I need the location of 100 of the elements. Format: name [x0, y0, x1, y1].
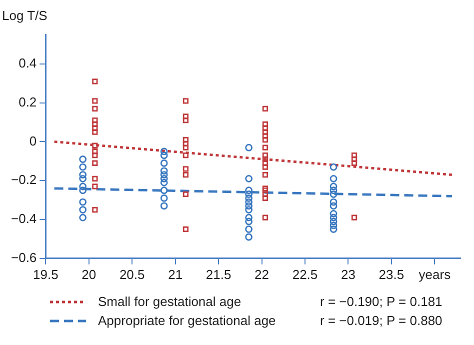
x-tick-label: 20.5	[119, 266, 145, 282]
point	[330, 202, 338, 210]
point	[262, 106, 268, 112]
point	[182, 140, 189, 147]
point	[182, 144, 189, 150]
point	[160, 178, 168, 186]
x-tick-label: years	[418, 266, 452, 282]
point	[92, 148, 98, 154]
x-tick-label: 23	[340, 266, 356, 282]
point	[245, 174, 253, 182]
x-tick-label: 21	[168, 266, 183, 282]
point	[160, 159, 168, 167]
point	[92, 118, 98, 124]
point	[330, 222, 338, 230]
point	[245, 194, 253, 202]
point	[160, 152, 168, 160]
legend-label: Small for gestational age	[98, 294, 242, 309]
text: r = −0.019; P = 0.880	[320, 313, 444, 328]
point	[182, 226, 189, 232]
point	[262, 152, 268, 158]
y-tick-label: −0.2	[10, 172, 37, 188]
point	[160, 174, 168, 182]
point	[262, 214, 268, 220]
point	[79, 214, 87, 222]
point	[351, 160, 358, 166]
point	[182, 118, 189, 124]
y-tick-label: 0.4	[18, 56, 37, 71]
point	[245, 144, 253, 152]
point	[160, 194, 168, 202]
point	[160, 202, 168, 210]
point	[79, 163, 87, 171]
x-tick-label: 20	[82, 266, 96, 282]
point	[245, 198, 253, 206]
legend-label: Appropriate for gestational age	[98, 313, 277, 328]
point	[262, 156, 268, 162]
point	[79, 182, 87, 190]
point	[182, 136, 189, 143]
y-tick-label: 0	[29, 133, 37, 148]
point	[262, 136, 268, 143]
point	[182, 191, 189, 198]
point	[160, 167, 168, 175]
point	[79, 198, 87, 206]
point	[262, 195, 268, 201]
point	[351, 152, 358, 158]
x-tick-label: 22	[254, 266, 270, 282]
point	[79, 206, 87, 214]
point	[92, 106, 98, 112]
point	[330, 226, 338, 233]
x-tick-label: 23.5	[378, 266, 404, 282]
point	[330, 198, 338, 206]
point	[92, 160, 98, 166]
point	[330, 214, 338, 222]
point	[92, 142, 98, 148]
point	[182, 172, 189, 178]
point	[92, 184, 98, 190]
point	[351, 156, 358, 162]
point	[330, 163, 338, 171]
point	[245, 190, 253, 198]
point	[262, 133, 268, 139]
point	[262, 186, 268, 192]
x-tick-label: 21.5	[206, 266, 232, 282]
point	[79, 171, 87, 178]
point	[245, 214, 253, 222]
point	[330, 210, 338, 218]
point	[160, 186, 168, 194]
text: r = −0.190; P = 0.181	[320, 294, 444, 309]
point	[92, 152, 98, 158]
point	[245, 206, 253, 214]
point	[330, 186, 338, 194]
point	[92, 206, 98, 213]
point	[262, 144, 268, 150]
point	[79, 186, 87, 194]
point	[182, 166, 189, 172]
x-tick-label: 19.5	[33, 266, 58, 282]
point	[182, 98, 189, 104]
point	[245, 218, 253, 226]
y-axis-title: Log T/S	[2, 8, 48, 24]
point	[245, 202, 253, 210]
point	[92, 78, 98, 84]
point	[262, 172, 268, 178]
y-tick-label: −0.6	[10, 250, 37, 265]
point	[262, 191, 268, 198]
point	[160, 148, 168, 156]
point	[92, 129, 98, 135]
point	[262, 164, 268, 170]
x-tick-label: 22.5	[292, 266, 318, 282]
point	[330, 190, 338, 198]
point	[182, 152, 189, 158]
point	[262, 121, 268, 128]
point	[92, 176, 98, 182]
point	[79, 156, 87, 163]
y-tick-label: 0.2	[18, 94, 37, 110]
point	[330, 218, 338, 226]
point	[245, 226, 253, 233]
point	[160, 171, 168, 178]
point	[79, 174, 87, 182]
y-tick-label: −0.4	[10, 211, 37, 226]
point	[330, 182, 338, 190]
point	[182, 114, 189, 120]
point	[351, 214, 358, 220]
